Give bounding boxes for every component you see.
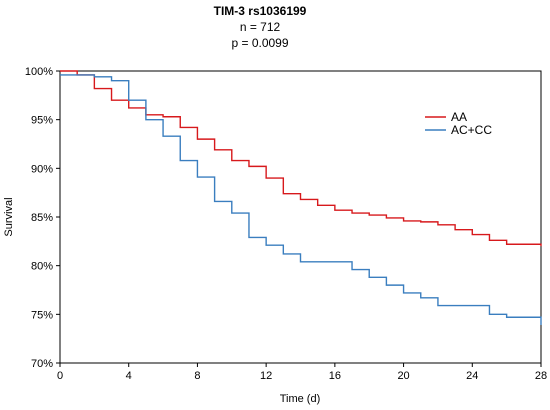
series-line-1 [60,70,542,247]
y-tick-label: 85% [31,212,53,224]
series-layer [60,70,542,326]
x-axis-label: Time (d) [280,393,321,405]
x-tick-label: 0 [57,370,63,382]
y-tick-label: 70% [31,358,53,370]
x-tick-label: 12 [260,370,272,382]
x-tick-label: 20 [397,370,409,382]
plot-frame [59,70,542,364]
x-tick-label: 8 [194,370,200,382]
x-tick-label: 28 [535,370,547,382]
legend-label: AC+CC [451,123,492,137]
y-tick-label: 80% [31,261,53,273]
y-axis-label: Survival [3,197,15,236]
y-tick-label: 75% [31,309,53,321]
x-tick-label: 16 [329,370,341,382]
y-tick-label: 100% [25,66,53,78]
x-tick-label: 24 [466,370,478,382]
legend-label: AA [451,110,467,124]
chart-subtitle-p: p = 0.0099 [231,36,288,50]
chart-title: TIM-3 rs1036199 [214,4,307,18]
y-tick-label: 95% [31,115,53,127]
y-axis-ticks: 70% 75% 80% 85% 90% 95% 100% [25,66,60,370]
y-tick-label: 90% [31,163,53,175]
chart-subtitle-n: n = 712 [240,20,281,34]
series-line-2 [60,74,542,326]
x-axis-ticks: 0 4 8 12 16 20 24 28 [57,363,547,382]
x-tick-label: 4 [126,370,132,382]
